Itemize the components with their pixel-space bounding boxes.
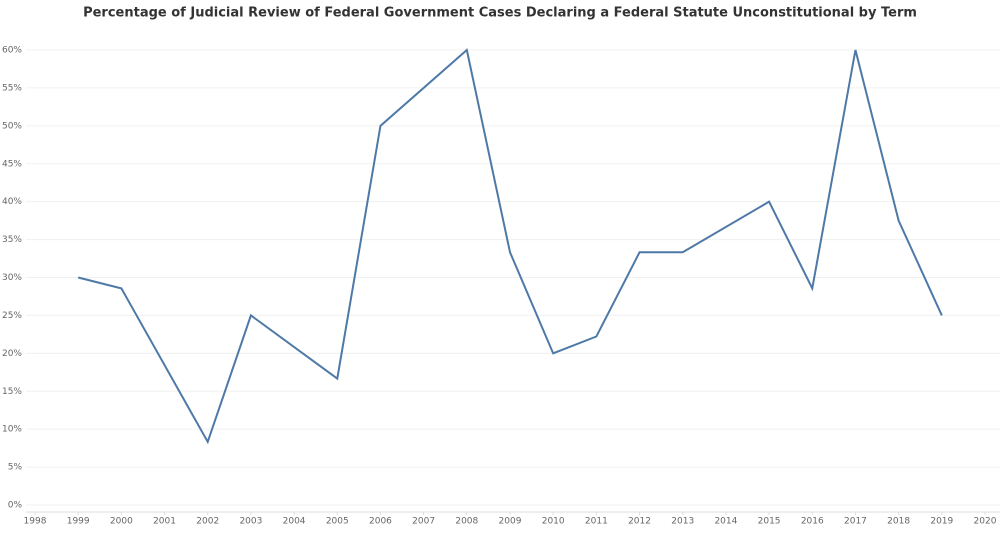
y-tick-label: 35% [2,235,22,245]
y-tick-label: 0% [8,501,23,511]
y-tick-label: 20% [2,349,22,359]
x-tick-label: 2003 [239,517,262,527]
x-tick-label: 2004 [283,517,306,527]
x-tick-label: 2010 [542,517,565,527]
x-tick-label: 2015 [758,517,781,527]
y-tick-label: 55% [2,83,22,93]
x-tick-label: 2016 [801,517,824,527]
x-tick-label: 2000 [110,517,133,527]
x-tick-label: 2011 [585,517,608,527]
x-tick-label: 2012 [628,517,651,527]
x-tick-label: 2009 [499,517,522,527]
chart-title: Percentage of Judicial Review of Federal… [83,6,917,21]
data-line [77,48,943,445]
y-tick-label: 10% [2,425,22,435]
x-tick-label: 2018 [887,517,910,527]
y-tick-label: 50% [2,121,22,131]
y-tick-label: 15% [2,387,22,397]
y-tick-label: 60% [2,46,22,56]
x-tick-label: 2007 [412,517,435,527]
x-tick-label: 1998 [24,517,47,527]
x-tick-label: 2017 [844,517,867,527]
x-tick-label: 2002 [196,517,219,527]
x-tick-label: 2001 [153,517,176,527]
x-tick-label: 2019 [930,517,953,527]
y-tick-label: 5% [8,463,23,473]
y-tick-label: 30% [2,273,22,283]
y-tick-label: 40% [2,197,22,207]
x-tick-label: 2013 [671,517,694,527]
x-tick-label: 2020 [974,517,997,527]
y-tick-label: 25% [2,311,22,321]
x-tick-label: 2014 [714,517,737,527]
x-tick-label: 2006 [369,517,392,527]
x-tick-label: 2005 [326,517,349,527]
x-tick-label: 2008 [455,517,478,527]
y-tick-label: 45% [2,159,22,169]
x-tick-label: 1999 [67,517,90,527]
